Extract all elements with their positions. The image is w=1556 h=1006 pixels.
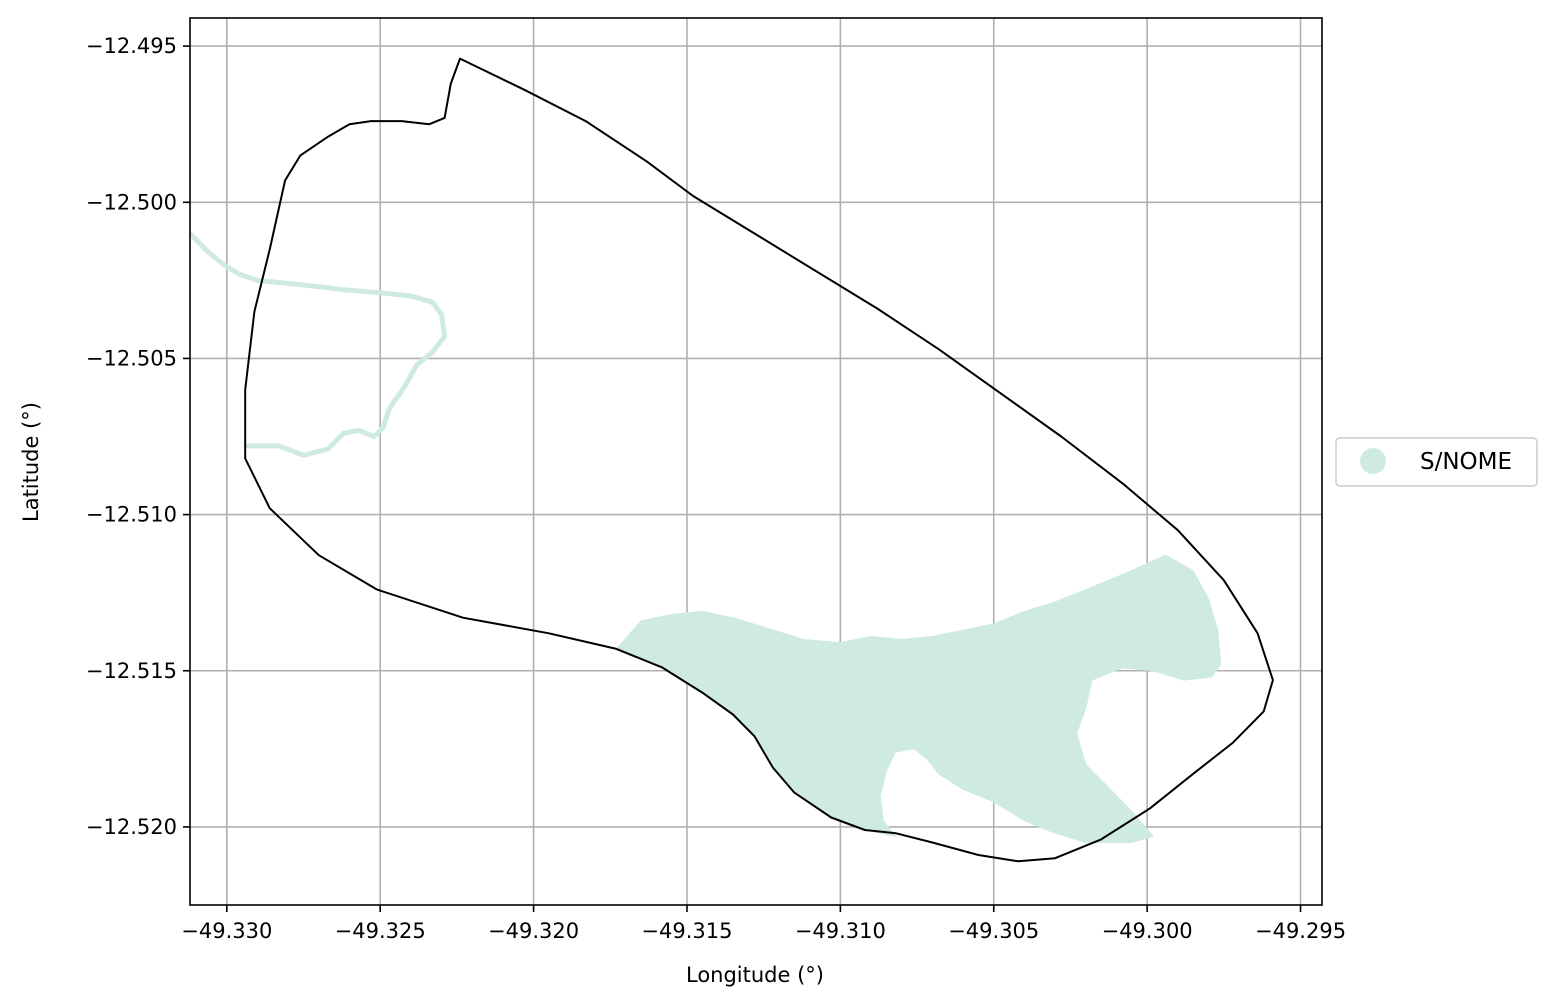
y-axis-label: Latitude (°)	[19, 402, 43, 522]
x-tick-label-5: −49.305	[948, 919, 1039, 943]
x-axis-label: Longitude (°)	[686, 963, 824, 987]
x-tick-label-2: −49.320	[488, 919, 579, 943]
y-tick-label-4: −12.515	[86, 659, 177, 683]
boundary-outline	[244, 57, 1274, 863]
x-tick-label-1: −49.325	[335, 919, 426, 943]
x-tick-label-6: −49.300	[1102, 919, 1193, 943]
legend: S/NOME	[1335, 437, 1538, 487]
y-tick-label-3: −12.510	[86, 503, 177, 527]
lake-s-nome	[615, 554, 1222, 843]
legend-label-s-nome: S/NOME	[1420, 449, 1512, 475]
x-tick-label-0: −49.330	[181, 919, 272, 943]
y-tick-label-5: −12.520	[86, 815, 177, 839]
x-tick-label-4: −49.310	[795, 919, 886, 943]
grid	[190, 18, 1322, 905]
river-s-nome	[190, 230, 448, 458]
x-tick-label-3: −49.315	[641, 919, 732, 943]
y-tick-label-1: −12.500	[86, 190, 177, 214]
legend-frame	[1335, 437, 1538, 487]
legend-marker-s-nome	[1360, 448, 1386, 474]
axes: −49.330 −49.325 −49.320 −49.315 −49.310 −49.3…	[86, 17, 1346, 943]
map-features	[190, 57, 1274, 863]
plot-frame	[189, 17, 1323, 906]
x-tick-label-7: −49.295	[1255, 919, 1346, 943]
y-tick-label-0: −12.495	[86, 34, 177, 58]
y-tick-label-2: −12.505	[86, 346, 177, 370]
